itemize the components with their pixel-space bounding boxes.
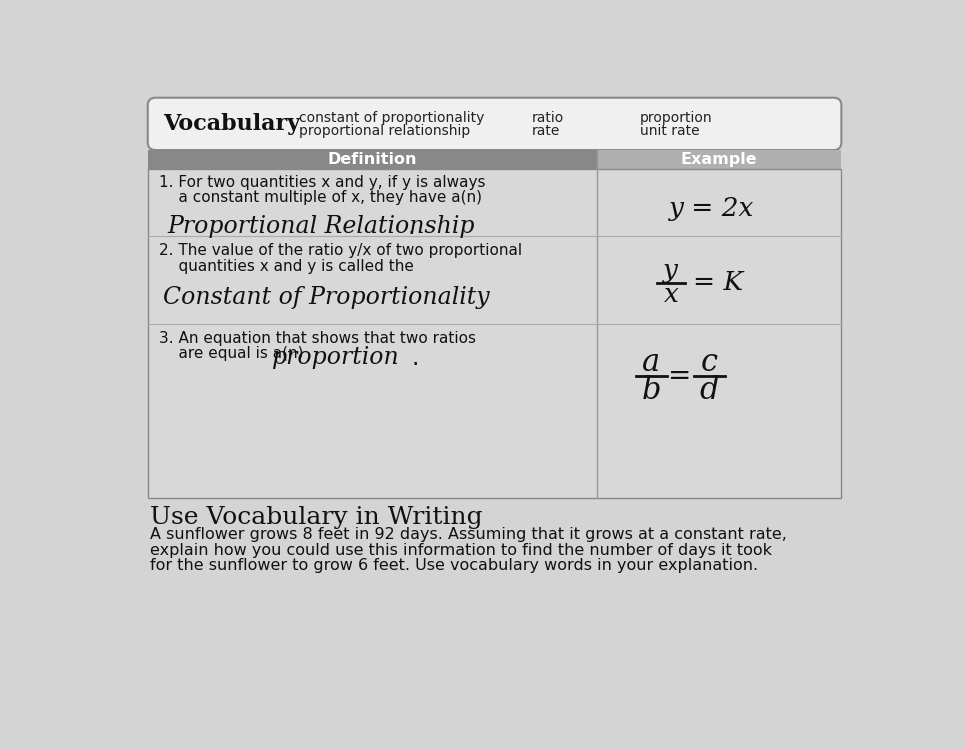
Text: d: d: [700, 375, 719, 406]
Text: 1. For two quantities x and y, if y is always: 1. For two quantities x and y, if y is a…: [159, 175, 485, 190]
FancyBboxPatch shape: [148, 98, 841, 150]
Bar: [148, 150, 597, 169]
Text: Vocabulary: Vocabulary: [163, 113, 300, 135]
Text: quantities x and y is called the: quantities x and y is called the: [159, 259, 414, 274]
Text: Proportional Relationship: Proportional Relationship: [167, 214, 475, 238]
Text: Constant of Proportionality: Constant of Proportionality: [163, 286, 490, 308]
Bar: [148, 150, 841, 169]
Text: 2. The value of the ratio y/x of two proportional: 2. The value of the ratio y/x of two pro…: [159, 243, 522, 258]
Text: rate: rate: [532, 124, 560, 138]
Text: 3. An equation that shows that two ratios: 3. An equation that shows that two ratio…: [159, 331, 477, 346]
Text: ratio: ratio: [532, 112, 564, 125]
Text: Example: Example: [680, 152, 758, 166]
Text: a: a: [643, 347, 661, 378]
Text: constant of proportionality: constant of proportionality: [299, 112, 484, 125]
Text: c: c: [701, 347, 718, 378]
Text: b: b: [642, 375, 661, 406]
Text: Definition: Definition: [328, 152, 417, 166]
Text: proportional relationship: proportional relationship: [299, 124, 470, 138]
Text: are equal is a(n): are equal is a(n): [159, 346, 304, 362]
Text: a constant multiple of x, they have a(n): a constant multiple of x, they have a(n): [159, 190, 482, 205]
Text: proportion: proportion: [272, 346, 400, 370]
Text: .: .: [407, 214, 415, 238]
Text: unit rate: unit rate: [640, 124, 700, 138]
Text: proportion: proportion: [640, 112, 712, 125]
Text: A sunflower grows 8 feet in 92 days. Assuming that it grows at a constant rate,: A sunflower grows 8 feet in 92 days. Ass…: [151, 527, 786, 542]
Text: explain how you could use this information to find the number of days it took: explain how you could use this informati…: [151, 543, 772, 558]
Bar: [597, 150, 841, 169]
Text: for the sunflower to grow 6 feet. Use vocabulary words in your explanation.: for the sunflower to grow 6 feet. Use vo…: [151, 558, 758, 573]
Text: y: y: [663, 258, 678, 283]
Bar: [148, 169, 841, 498]
Text: x: x: [663, 282, 678, 308]
Text: Use Vocabulary in Writing: Use Vocabulary in Writing: [151, 506, 482, 529]
Text: y = 2x: y = 2x: [669, 196, 754, 221]
Text: .: .: [411, 346, 419, 370]
Text: = K: = K: [693, 270, 743, 295]
Text: =: =: [669, 362, 692, 391]
